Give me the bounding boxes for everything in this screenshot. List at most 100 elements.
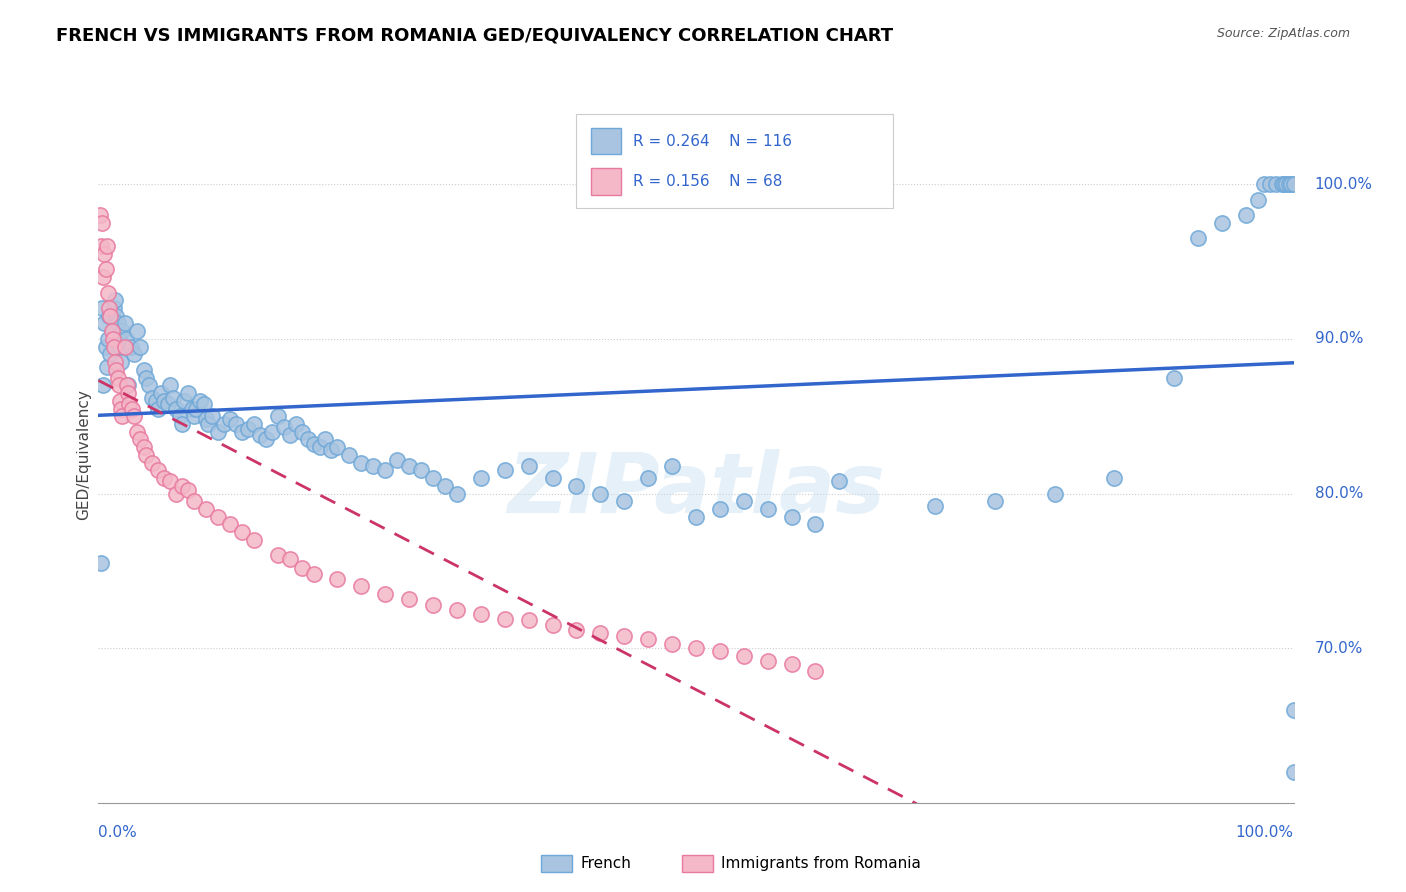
- Point: [188, 393, 211, 408]
- Point: [91, 378, 114, 392]
- Point: [709, 644, 731, 658]
- Text: FRENCH VS IMMIGRANTS FROM ROMANIA GED/EQUIVALENCY CORRELATION CHART: FRENCH VS IMMIGRANTS FROM ROMANIA GED/EQ…: [56, 27, 893, 45]
- Point: [129, 433, 152, 447]
- Point: [398, 591, 420, 606]
- Point: [589, 486, 612, 500]
- Point: [98, 309, 122, 323]
- Point: [90, 239, 112, 253]
- Point: [156, 397, 179, 411]
- Y-axis label: GED/Equivalency: GED/Equivalency: [76, 390, 91, 520]
- Point: [93, 247, 115, 261]
- Point: [91, 216, 114, 230]
- Point: [138, 378, 160, 392]
- Point: [350, 456, 373, 470]
- Point: [1272, 178, 1295, 192]
- Text: 70.0%: 70.0%: [1315, 640, 1362, 656]
- Point: [101, 324, 124, 338]
- Point: [236, 422, 259, 436]
- Point: [96, 239, 118, 253]
- Point: [756, 654, 779, 668]
- Point: [129, 340, 152, 354]
- Point: [159, 474, 181, 488]
- Point: [1264, 178, 1286, 192]
- Point: [1282, 764, 1305, 779]
- Point: [243, 533, 266, 547]
- Point: [107, 370, 129, 384]
- Text: French: French: [581, 856, 631, 871]
- Point: [422, 598, 444, 612]
- Point: [165, 401, 187, 416]
- Point: [315, 433, 337, 447]
- Point: [1258, 178, 1281, 192]
- Point: [385, 452, 409, 467]
- Point: [267, 409, 290, 424]
- Point: [124, 347, 146, 361]
- Point: [709, 502, 731, 516]
- Point: [541, 618, 564, 632]
- Point: [91, 301, 114, 315]
- Point: [105, 363, 128, 377]
- Point: [135, 370, 157, 384]
- Point: [411, 463, 433, 477]
- Point: [172, 417, 194, 431]
- Point: [278, 427, 301, 442]
- Point: [110, 355, 132, 369]
- Point: [141, 456, 163, 470]
- Point: [177, 483, 200, 498]
- Point: [103, 301, 125, 315]
- Point: [273, 420, 295, 434]
- Point: [101, 332, 124, 346]
- Point: [804, 665, 827, 679]
- Point: [290, 561, 312, 575]
- Point: [565, 623, 588, 637]
- Point: [780, 657, 803, 671]
- Point: [733, 494, 755, 508]
- Point: [983, 494, 1005, 508]
- Text: R = 0.156    N = 68: R = 0.156 N = 68: [633, 174, 782, 189]
- Point: [177, 386, 200, 401]
- Point: [94, 340, 117, 354]
- Text: 100.0%: 100.0%: [1315, 177, 1372, 192]
- Point: [685, 509, 707, 524]
- Point: [145, 393, 167, 408]
- Point: [1234, 208, 1257, 222]
- Point: [1043, 486, 1066, 500]
- Point: [1278, 178, 1301, 192]
- Point: [1275, 178, 1298, 192]
- Text: Immigrants from Romania: Immigrants from Romania: [721, 856, 921, 871]
- Point: [186, 401, 208, 416]
- Point: [125, 425, 148, 439]
- Point: [118, 397, 141, 411]
- Point: [194, 502, 217, 516]
- Point: [446, 602, 468, 616]
- Point: [107, 378, 129, 392]
- Point: [433, 479, 456, 493]
- Point: [278, 551, 301, 566]
- Point: [135, 448, 157, 462]
- Point: [183, 409, 205, 424]
- Point: [613, 494, 636, 508]
- Point: [172, 479, 194, 493]
- Point: [219, 412, 242, 426]
- Point: [183, 494, 205, 508]
- Point: [254, 433, 277, 447]
- Point: [1253, 178, 1275, 192]
- Point: [107, 332, 129, 346]
- Point: [924, 499, 946, 513]
- Point: [153, 393, 176, 408]
- Point: [111, 409, 134, 424]
- Point: [613, 629, 636, 643]
- Point: [231, 525, 253, 540]
- Point: [661, 458, 683, 473]
- Point: [100, 324, 122, 338]
- Point: [207, 509, 229, 524]
- Point: [98, 309, 121, 323]
- Point: [111, 324, 134, 338]
- Point: [197, 417, 219, 431]
- Point: [804, 517, 827, 532]
- Point: [201, 409, 224, 424]
- Point: [125, 324, 148, 338]
- Point: [162, 391, 184, 405]
- Point: [470, 607, 492, 622]
- Point: [98, 301, 121, 315]
